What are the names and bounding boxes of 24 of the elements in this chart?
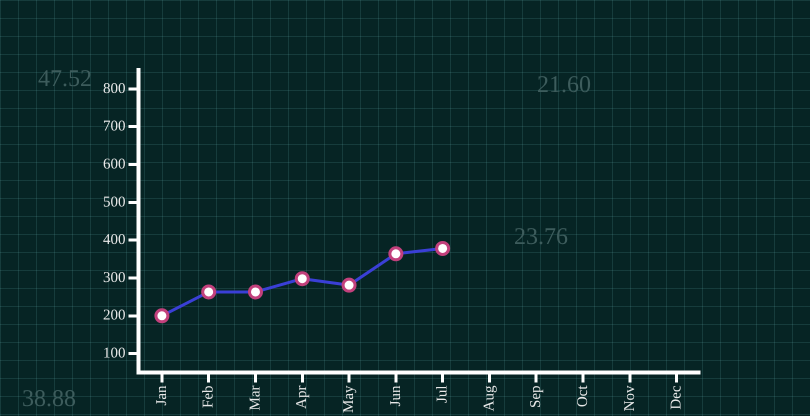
y-tick-label: 300 [103, 270, 126, 286]
y-tick-label: 800 [103, 80, 126, 97]
annotation: 23.76 [514, 224, 568, 251]
y-tick-label: 100 [103, 346, 126, 362]
x-tick-label: Nov [622, 385, 638, 412]
x-tick-label: Aug [481, 385, 498, 412]
x-tick-label: Oct [574, 384, 591, 408]
x-tick-label: Sep [528, 386, 544, 408]
x-tick-label: Jul [434, 386, 451, 404]
x-tick-label: Apr [294, 386, 310, 409]
annotation: 21.60 [537, 72, 591, 99]
x-tick-label: Jun [388, 385, 404, 406]
y-tick-label: 200 [103, 308, 126, 324]
y-tick-label: 700 [103, 118, 126, 135]
x-tick-label: Jan [154, 385, 170, 406]
x-tick-label: Feb [200, 386, 217, 408]
y-tick-label: 500 [103, 194, 126, 210]
y-tick-label: 400 [103, 232, 126, 248]
x-tick-label: May [341, 385, 357, 414]
y-tick-label: 600 [103, 156, 126, 172]
text: 47.52 [38, 66, 92, 93]
x-tick-label: Dec [668, 385, 685, 410]
x-tick-label: Mar [247, 386, 264, 411]
text: 38.88 [22, 386, 76, 413]
